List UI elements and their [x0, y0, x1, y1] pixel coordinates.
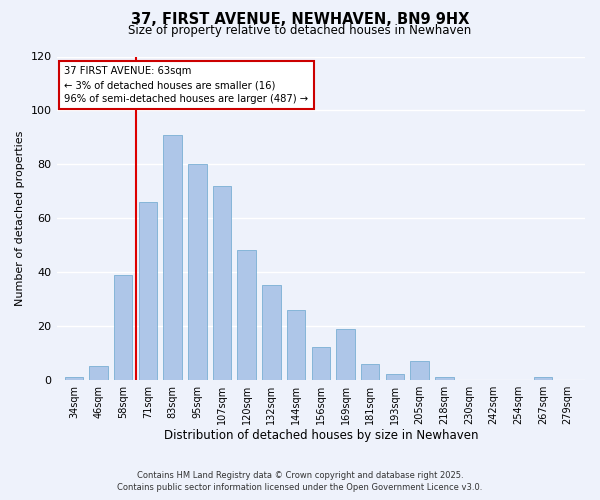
Text: 37 FIRST AVENUE: 63sqm
← 3% of detached houses are smaller (16)
96% of semi-deta: 37 FIRST AVENUE: 63sqm ← 3% of detached …	[64, 66, 308, 104]
Bar	[386, 374, 404, 380]
Bar	[188, 164, 206, 380]
Text: 37, FIRST AVENUE, NEWHAVEN, BN9 9HX: 37, FIRST AVENUE, NEWHAVEN, BN9 9HX	[131, 12, 469, 28]
X-axis label: Distribution of detached houses by size in Newhaven: Distribution of detached houses by size …	[164, 430, 478, 442]
Y-axis label: Number of detached properties: Number of detached properties	[15, 130, 25, 306]
Bar	[139, 202, 157, 380]
Bar	[213, 186, 231, 380]
Text: Contains HM Land Registry data © Crown copyright and database right 2025.
Contai: Contains HM Land Registry data © Crown c…	[118, 471, 482, 492]
Bar	[361, 364, 379, 380]
Bar	[311, 348, 330, 380]
Bar	[262, 286, 281, 380]
Bar	[534, 377, 552, 380]
Bar	[89, 366, 108, 380]
Bar	[65, 377, 83, 380]
Text: Size of property relative to detached houses in Newhaven: Size of property relative to detached ho…	[128, 24, 472, 37]
Bar	[238, 250, 256, 380]
Bar	[410, 361, 429, 380]
Bar	[336, 328, 355, 380]
Bar	[114, 274, 133, 380]
Bar	[163, 134, 182, 380]
Bar	[435, 377, 454, 380]
Bar	[287, 310, 305, 380]
